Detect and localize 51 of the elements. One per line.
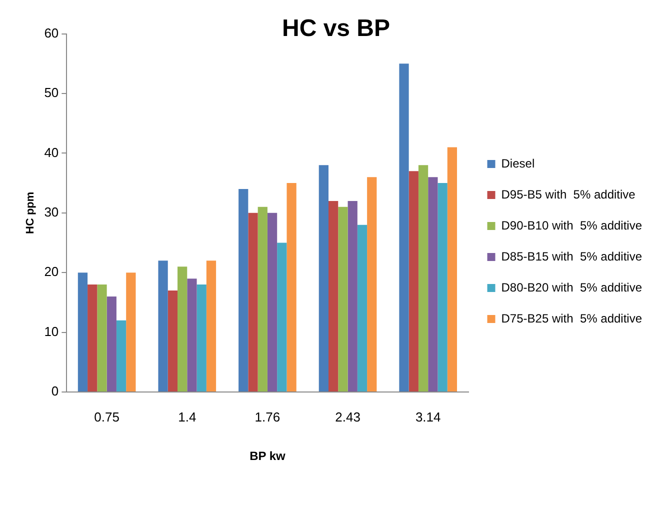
y-tick-label: 10 (44, 324, 59, 339)
legend-label: D80-B20 with 5% additive (501, 280, 642, 294)
bar (97, 284, 107, 392)
bar (438, 183, 448, 392)
y-tick-label: 20 (44, 264, 59, 280)
bar (447, 147, 458, 392)
bar (267, 212, 278, 392)
legend-label: D75-B25 with 5% additive (501, 311, 642, 326)
y-tick-label: 0 (51, 384, 59, 399)
y-tick-label: 40 (44, 144, 59, 160)
bar (88, 284, 98, 392)
bar (418, 165, 428, 392)
x-tick-label: 1.4 (178, 409, 196, 424)
y-tick-label: 60 (44, 25, 59, 40)
bar (428, 177, 438, 392)
bar (116, 320, 126, 392)
x-tick-label: 0.75 (94, 409, 120, 424)
legend-label: D90-B10 with 5% additive (501, 218, 642, 232)
bar (286, 183, 296, 392)
y-axis-title: HC ppm (24, 192, 37, 234)
bar (357, 224, 368, 392)
bar (399, 64, 409, 392)
bar (78, 272, 88, 392)
bar (338, 206, 348, 392)
bar (158, 260, 168, 392)
x-tick-label: 2.43 (335, 409, 360, 424)
bar (348, 200, 358, 392)
bar (238, 189, 248, 392)
bar (106, 296, 116, 392)
legend-label: D95-B5 with 5% additive (501, 187, 636, 202)
chart-title: HC vs BP (282, 15, 390, 42)
bar (277, 242, 287, 392)
bar (196, 284, 206, 392)
bar (168, 290, 178, 392)
legend-label: D85-B15 with 5% additive (501, 249, 642, 264)
y-tick-label: 50 (44, 85, 59, 100)
y-tick-label: 30 (44, 204, 59, 220)
x-axis-title: BP kw (250, 449, 286, 464)
bar (178, 266, 188, 392)
bar (187, 278, 197, 392)
bar (318, 165, 328, 392)
bar (258, 206, 268, 392)
bar (408, 171, 418, 392)
bar (367, 177, 377, 392)
bar (126, 272, 136, 392)
x-tick-label: 3.14 (415, 409, 441, 424)
x-tick-label: 1.76 (254, 409, 280, 424)
bar (206, 260, 216, 392)
bar (248, 212, 258, 392)
legend-label: Diesel (501, 156, 535, 170)
bar (328, 200, 338, 392)
